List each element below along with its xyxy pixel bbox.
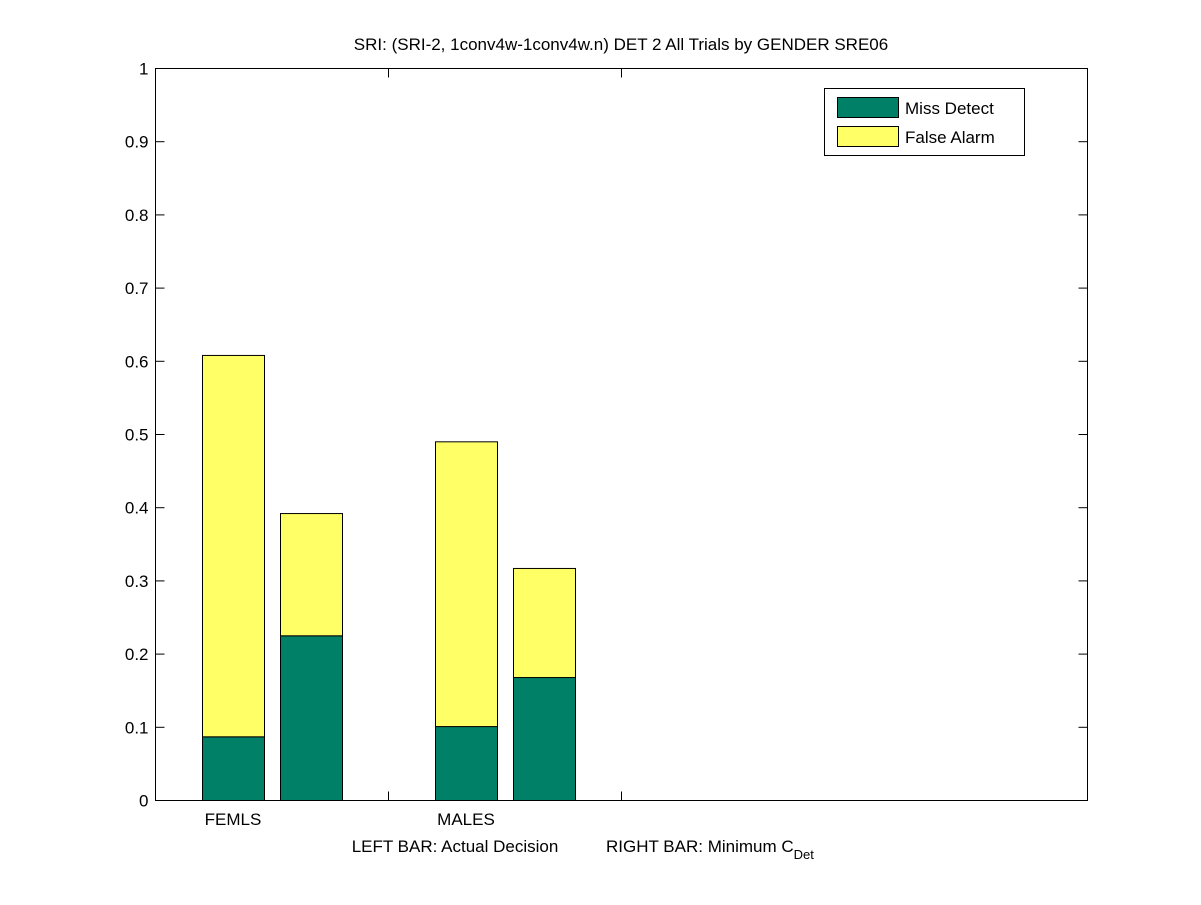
bar-false-alarm-femls-right <box>280 513 343 637</box>
x-category-label: MALES <box>437 810 495 829</box>
y-tick-label: 0.8 <box>125 206 149 225</box>
bar-false-alarm-males-right <box>513 567 576 679</box>
legend-label-false-alarm: False Alarm <box>905 128 995 147</box>
bar-miss-detect-femls-right <box>280 635 343 801</box>
y-tick-label: 0.4 <box>125 499 149 518</box>
y-tick-label: 0.6 <box>125 352 149 371</box>
y-tick-label: 0.9 <box>125 133 149 152</box>
chart-title: SRI: (SRI-2, 1conv4w-1conv4w.n) DET 2 Al… <box>354 35 888 54</box>
y-tick-label: 0 <box>139 792 148 811</box>
y-tick-label: 1 <box>139 60 148 79</box>
legend: Miss Detect False Alarm <box>824 88 1025 156</box>
y-tick-label: 0.3 <box>125 572 149 591</box>
y-tick-label: 0.1 <box>125 718 149 737</box>
x-label-left-bar: LEFT BAR: Actual Decision <box>352 837 559 856</box>
bar-false-alarm-males-left <box>435 441 498 728</box>
bar-miss-detect-males-right <box>513 677 576 801</box>
bar-miss-detect-femls-left <box>202 736 265 801</box>
legend-label-miss-detect: Miss Detect <box>905 99 994 118</box>
x-label-subscript: Det <box>794 847 815 862</box>
x-label-right-bar: RIGHT BAR: Minimum CDet <box>606 837 814 862</box>
bar-miss-detect-males-left <box>435 726 498 801</box>
legend-swatch-miss-detect <box>837 97 899 118</box>
y-tick-label: 0.2 <box>125 645 149 664</box>
legend-swatch-false-alarm <box>837 126 899 147</box>
x-category-label: FEMLS <box>205 810 262 829</box>
y-tick-label: 0.5 <box>125 426 149 445</box>
y-tick-label: 0.7 <box>125 279 149 298</box>
x-label-right-text: RIGHT BAR: Minimum C <box>606 837 794 856</box>
bar-false-alarm-femls-left <box>202 354 265 738</box>
